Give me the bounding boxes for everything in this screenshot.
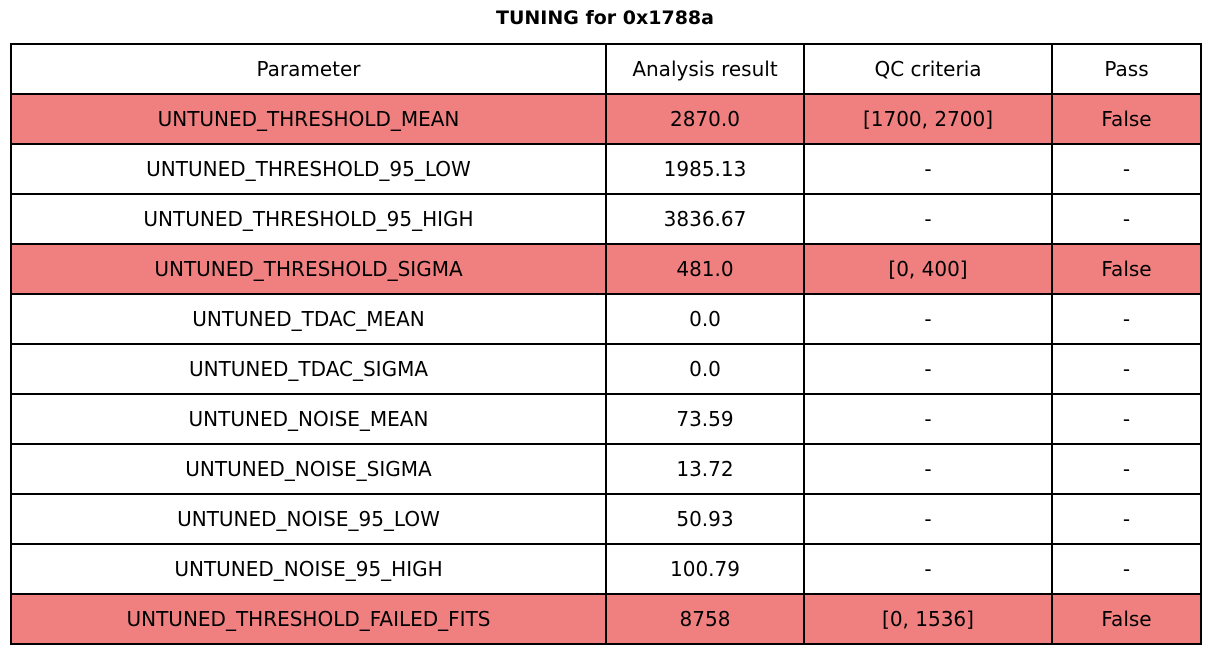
table-row: UNTUNED_THRESHOLD_FAILED_FITS 8758 [0, 1… <box>10 593 1202 645</box>
pass-cell: - <box>1051 393 1202 445</box>
qc-criteria-cell: - <box>803 343 1053 395</box>
pass-cell: False <box>1051 243 1202 295</box>
table-row: UNTUNED_THRESHOLD_95_LOW 1985.13 - - <box>10 143 1202 195</box>
pass-cell: - <box>1051 443 1202 495</box>
analysis-result-cell: 0.0 <box>605 343 805 395</box>
pass-cell: - <box>1051 293 1202 345</box>
pass-cell: - <box>1051 493 1202 545</box>
analysis-result-cell: 1985.13 <box>605 143 805 195</box>
qc-criteria-cell: - <box>803 293 1053 345</box>
parameter-cell: UNTUNED_THRESHOLD_MEAN <box>10 93 607 145</box>
table-row: UNTUNED_THRESHOLD_MEAN 2870.0 [1700, 270… <box>10 93 1202 145</box>
header-row: Parameter Analysis result QC criteria Pa… <box>10 43 1202 95</box>
analysis-result-cell: 73.59 <box>605 393 805 445</box>
qc-criteria-cell: - <box>803 493 1053 545</box>
table-row: UNTUNED_TDAC_MEAN 0.0 - - <box>10 293 1202 345</box>
analysis-result-cell: 100.79 <box>605 543 805 595</box>
figure-title: TUNING for 0x1788a <box>496 7 714 29</box>
parameter-cell: UNTUNED_NOISE_SIGMA <box>10 443 607 495</box>
qc-criteria-cell: - <box>803 443 1053 495</box>
qc-results-table: Parameter Analysis result QC criteria Pa… <box>10 43 1202 645</box>
parameter-cell: UNTUNED_THRESHOLD_SIGMA <box>10 243 607 295</box>
col-header-analysis-result: Analysis result <box>605 43 805 95</box>
analysis-result-cell: 481.0 <box>605 243 805 295</box>
parameter-cell: UNTUNED_TDAC_MEAN <box>10 293 607 345</box>
analysis-result-cell: 0.0 <box>605 293 805 345</box>
col-header-qc-criteria: QC criteria <box>803 43 1053 95</box>
analysis-result-cell: 13.72 <box>605 443 805 495</box>
analysis-result-cell: 3836.67 <box>605 193 805 245</box>
table-row: UNTUNED_TDAC_SIGMA 0.0 - - <box>10 343 1202 395</box>
qc-criteria-cell: [1700, 2700] <box>803 93 1053 145</box>
table-row: UNTUNED_THRESHOLD_SIGMA 481.0 [0, 400] F… <box>10 243 1202 295</box>
parameter-cell: UNTUNED_NOISE_95_HIGH <box>10 543 607 595</box>
qc-criteria-cell: - <box>803 393 1053 445</box>
qc-criteria-cell: [0, 1536] <box>803 593 1053 645</box>
table-row: UNTUNED_NOISE_95_HIGH 100.79 - - <box>10 543 1202 595</box>
table-row: UNTUNED_NOISE_MEAN 73.59 - - <box>10 393 1202 445</box>
col-header-parameter: Parameter <box>10 43 607 95</box>
pass-cell: False <box>1051 93 1202 145</box>
table-row: UNTUNED_NOISE_SIGMA 13.72 - - <box>10 443 1202 495</box>
parameter-cell: UNTUNED_THRESHOLD_95_HIGH <box>10 193 607 245</box>
qc-criteria-cell: - <box>803 543 1053 595</box>
parameter-cell: UNTUNED_NOISE_95_LOW <box>10 493 607 545</box>
table-row: UNTUNED_THRESHOLD_95_HIGH 3836.67 - - <box>10 193 1202 245</box>
pass-cell: - <box>1051 143 1202 195</box>
table-body: UNTUNED_THRESHOLD_MEAN 2870.0 [1700, 270… <box>10 93 1202 645</box>
pass-cell: False <box>1051 593 1202 645</box>
analysis-result-cell: 50.93 <box>605 493 805 545</box>
parameter-cell: UNTUNED_NOISE_MEAN <box>10 393 607 445</box>
parameter-cell: UNTUNED_THRESHOLD_FAILED_FITS <box>10 593 607 645</box>
pass-cell: - <box>1051 343 1202 395</box>
analysis-result-cell: 8758 <box>605 593 805 645</box>
parameter-cell: UNTUNED_THRESHOLD_95_LOW <box>10 143 607 195</box>
parameter-cell: UNTUNED_TDAC_SIGMA <box>10 343 607 395</box>
qc-criteria-cell: - <box>803 143 1053 195</box>
qc-criteria-cell: [0, 400] <box>803 243 1053 295</box>
pass-cell: - <box>1051 193 1202 245</box>
table-row: UNTUNED_NOISE_95_LOW 50.93 - - <box>10 493 1202 545</box>
pass-cell: - <box>1051 543 1202 595</box>
qc-criteria-cell: - <box>803 193 1053 245</box>
col-header-pass: Pass <box>1051 43 1202 95</box>
analysis-result-cell: 2870.0 <box>605 93 805 145</box>
